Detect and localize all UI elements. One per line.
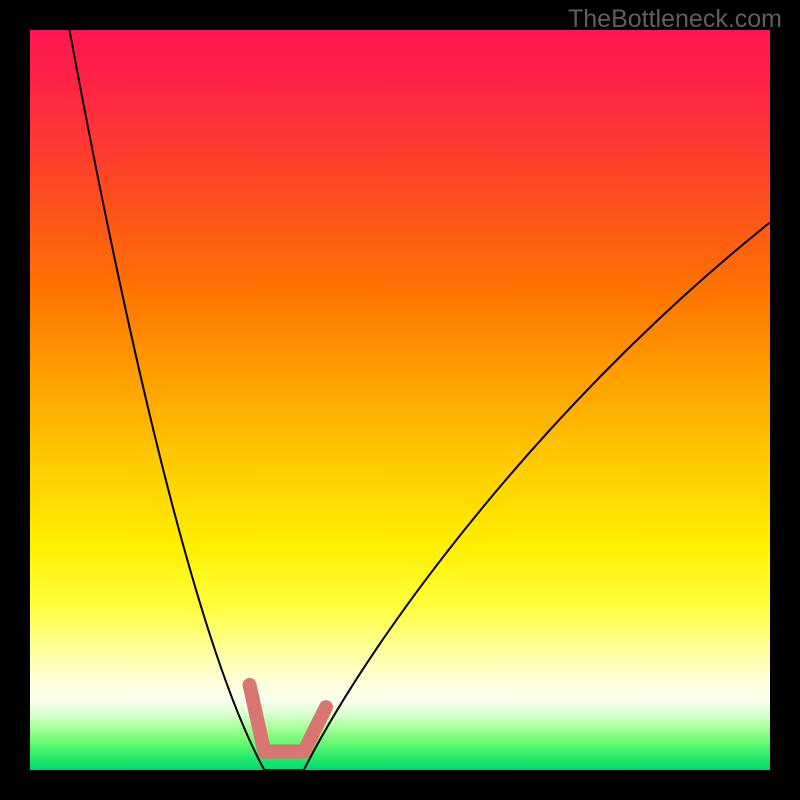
plot-area <box>30 30 770 770</box>
bottleneck-curve <box>69 30 770 770</box>
highlight-segment <box>250 685 265 752</box>
highlight-segment <box>304 707 326 751</box>
watermark-label: TheBottleneck.com <box>568 5 782 34</box>
curve-layer <box>30 30 770 770</box>
chart-container: TheBottleneck.com <box>0 0 800 800</box>
